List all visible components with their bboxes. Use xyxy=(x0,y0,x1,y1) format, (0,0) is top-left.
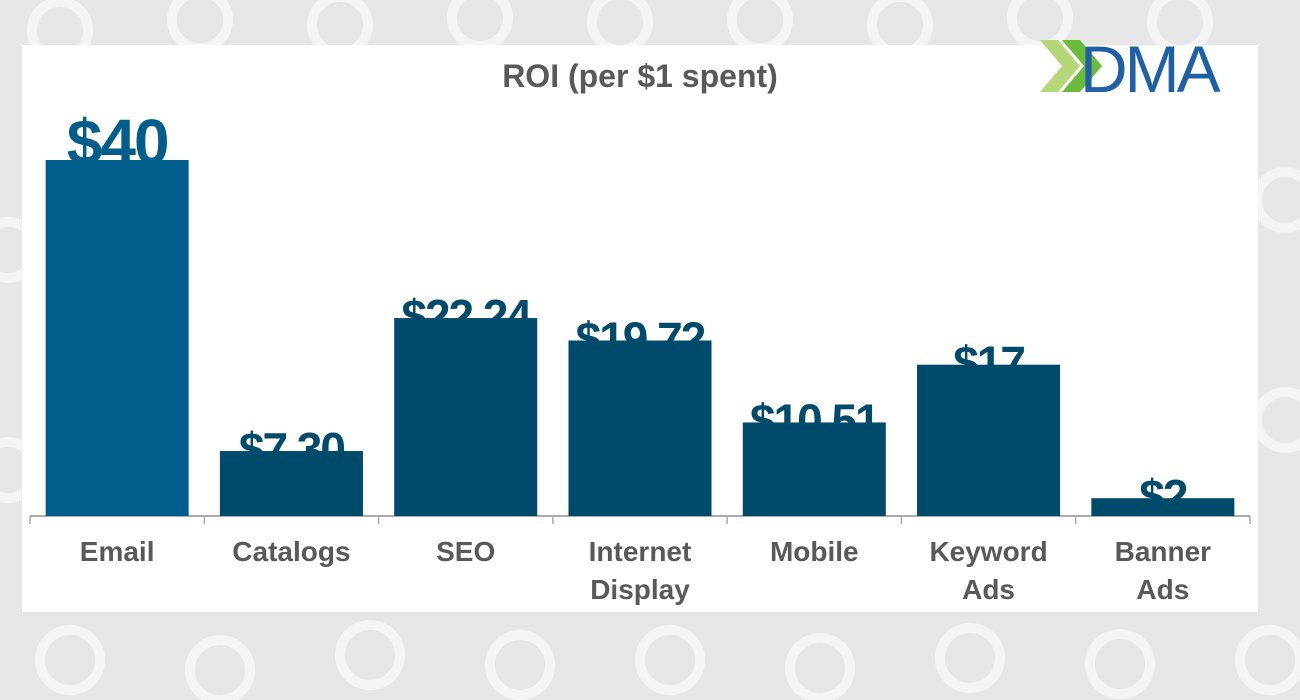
bar xyxy=(568,340,712,516)
x-tick-label: Email xyxy=(79,536,155,567)
value-label: $40 xyxy=(67,106,168,178)
value-label: $2 xyxy=(1139,470,1187,522)
logo-chevrons xyxy=(1040,40,1102,92)
bar xyxy=(45,160,189,516)
x-tick-label: Keyword Ads xyxy=(929,536,1048,605)
x-tick-label: Banner Ads xyxy=(1114,536,1212,605)
bar xyxy=(219,451,363,516)
chart-title: ROI (per $1 spent) xyxy=(502,58,778,94)
logo-text: DMA xyxy=(1080,32,1221,106)
x-tick-label: Internet Display xyxy=(588,536,692,605)
x-tick-label: Mobile xyxy=(769,536,859,567)
value-label: $22.24 xyxy=(401,290,532,342)
value-label: $19.72 xyxy=(576,312,705,364)
bar xyxy=(1091,498,1235,516)
x-tick-label: Catalogs xyxy=(232,536,351,567)
value-label: $7.30 xyxy=(239,423,345,475)
bar xyxy=(917,364,1061,516)
value-label: $10.51 xyxy=(750,394,880,446)
x-tick-label: SEO xyxy=(436,536,496,567)
plot-panel xyxy=(22,45,1258,612)
bar xyxy=(742,422,886,516)
value-label: $17 xyxy=(953,337,1024,389)
bar xyxy=(394,318,538,516)
